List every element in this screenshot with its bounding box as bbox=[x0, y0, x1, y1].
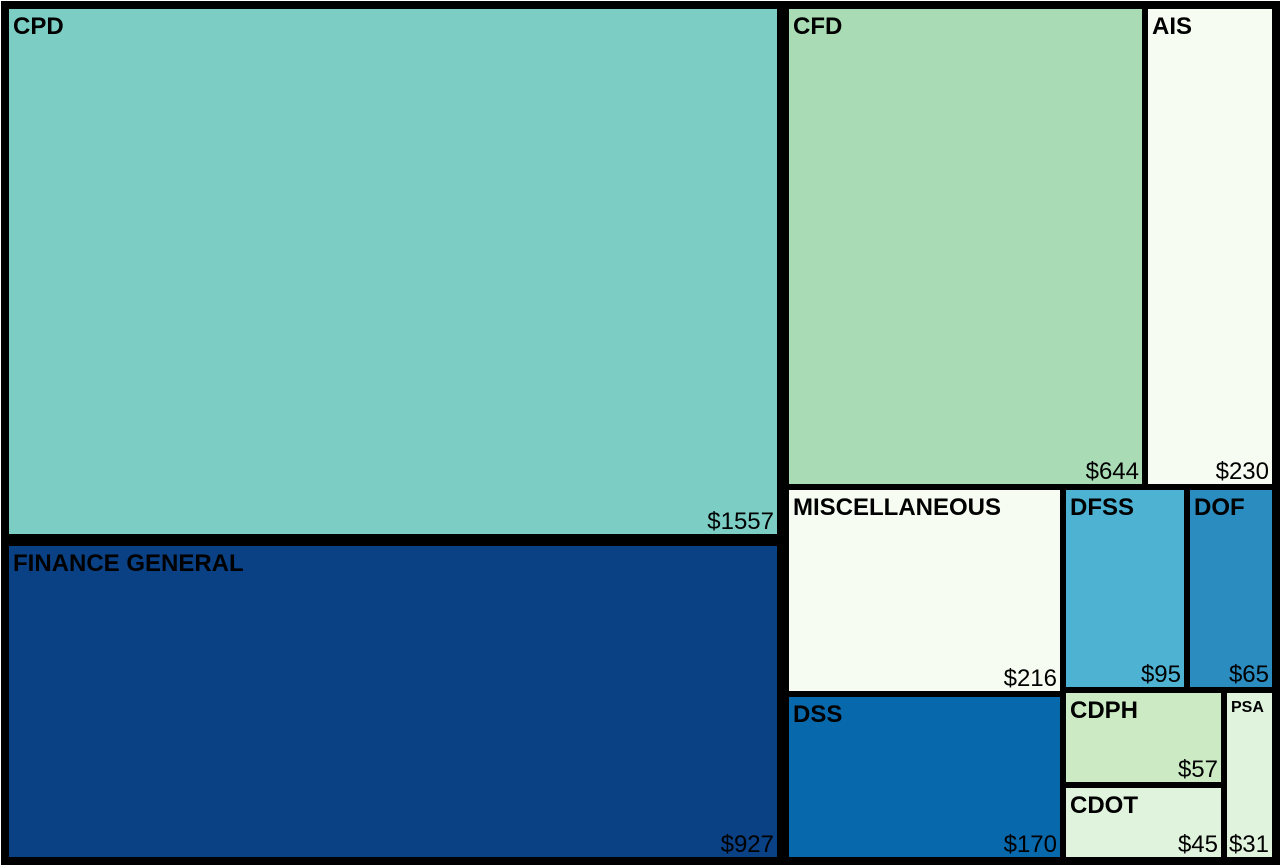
tile-ais: AIS $230 bbox=[1142, 3, 1278, 490]
tile-cpd: CPD $1557 bbox=[3, 3, 783, 540]
tile-value-miscellaneous: $216 bbox=[1004, 665, 1057, 692]
tile-label-dss: DSS bbox=[793, 701, 842, 728]
tile-dfss: DFSS $95 bbox=[1060, 484, 1190, 693]
tile-value-cfd: $644 bbox=[1086, 458, 1139, 485]
tile-label-cpd: CPD bbox=[13, 13, 64, 40]
tile-rect-cpd bbox=[3, 3, 783, 540]
tile-label-cdot: CDOT bbox=[1070, 792, 1138, 819]
tile-rect-finance-general bbox=[3, 540, 783, 863]
tile-cdph: CDPH $57 bbox=[1060, 687, 1227, 788]
tile-miscellaneous: MISCELLANEOUS $216 bbox=[783, 484, 1066, 697]
tile-label-psa: PSA bbox=[1231, 699, 1264, 716]
tile-cdot: CDOT $45 bbox=[1060, 782, 1227, 863]
tile-value-finance-general: $927 bbox=[721, 831, 774, 858]
tile-value-ais: $230 bbox=[1216, 458, 1269, 485]
tile-rect-miscellaneous bbox=[783, 484, 1066, 697]
tile-label-miscellaneous: MISCELLANEOUS bbox=[793, 494, 1001, 521]
tile-label-cfd: CFD bbox=[793, 13, 842, 40]
tile-label-dof: DOF bbox=[1194, 494, 1245, 521]
tile-value-dof: $65 bbox=[1229, 661, 1269, 688]
tile-dss: DSS $170 bbox=[783, 691, 1066, 863]
tile-cfd: CFD $644 bbox=[783, 3, 1148, 490]
tile-value-cpd: $1557 bbox=[707, 508, 774, 535]
tile-value-cdph: $57 bbox=[1178, 756, 1218, 783]
tile-value-cdot: $45 bbox=[1178, 831, 1218, 858]
tile-value-dss: $170 bbox=[1004, 831, 1057, 858]
tile-finance-general: FINANCE GENERAL $927 bbox=[3, 540, 783, 863]
tile-label-finance-general: FINANCE GENERAL bbox=[13, 550, 244, 577]
tile-value-psa: $31 bbox=[1229, 831, 1269, 858]
tile-label-cdph: CDPH bbox=[1070, 697, 1138, 724]
tile-label-ais: AIS bbox=[1152, 13, 1192, 40]
tile-label-dfss: DFSS bbox=[1070, 494, 1134, 521]
tile-rect-cfd bbox=[783, 3, 1148, 490]
tile-rect-dss bbox=[783, 691, 1066, 863]
tile-rect-ais bbox=[1142, 3, 1278, 490]
tile-psa: PSA $31 bbox=[1221, 687, 1278, 863]
tile-dof: DOF $65 bbox=[1184, 484, 1278, 693]
tile-value-dfss: $95 bbox=[1141, 661, 1181, 688]
